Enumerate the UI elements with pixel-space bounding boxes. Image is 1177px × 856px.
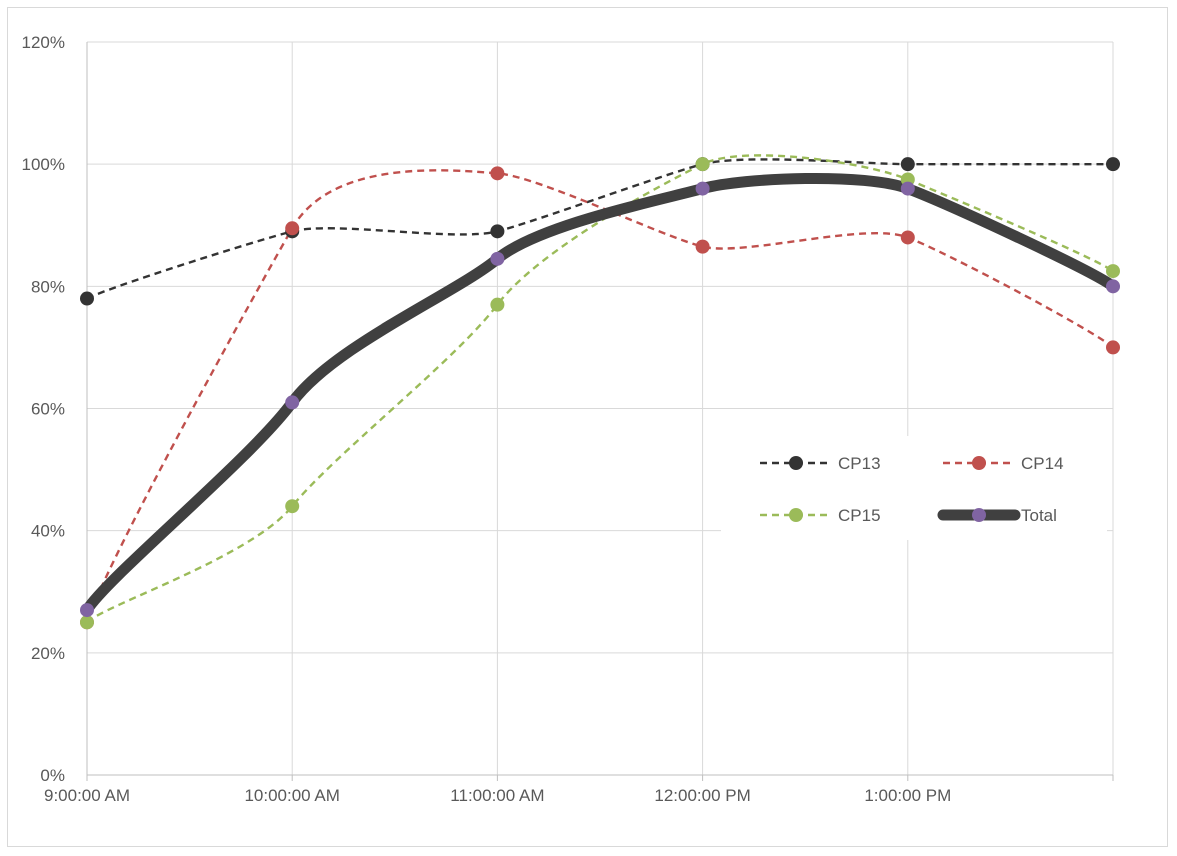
y-tick-label: 80% — [31, 277, 65, 296]
data-point-total — [490, 251, 505, 266]
series-line-cp13 — [86, 158, 1113, 300]
series-line-cp14 — [85, 169, 1114, 623]
series-line-total — [81, 172, 1119, 616]
legend-marker-cp13 — [789, 456, 803, 470]
data-point-cp13 — [80, 291, 94, 306]
y-tick-label: 0% — [40, 766, 65, 785]
grid — [87, 41, 1114, 775]
y-tick-label: 120% — [22, 33, 65, 52]
legend-marker-cp14 — [972, 456, 986, 470]
data-point-cp15 — [695, 157, 710, 172]
legend-label-cp14: CP14 — [1021, 454, 1064, 473]
data-point-cp15 — [1106, 264, 1120, 279]
data-point-cp14 — [285, 221, 300, 236]
chart-frame: 0% 20% 40% 60% 80% 100% 120% 9:00:00 AM 10:00:00… — [7, 7, 1168, 847]
data-point-total — [1106, 279, 1120, 294]
data-point-cp14 — [900, 230, 915, 245]
data-point-cp14 — [1106, 340, 1120, 355]
x-tick-label: 10:00:00 AM — [244, 786, 339, 805]
x-tick-label: 1:00:00 PM — [864, 786, 951, 805]
legend-label-total: Total — [1021, 506, 1057, 525]
series-markers — [80, 157, 1120, 630]
data-point-cp15 — [490, 297, 505, 312]
data-point-total — [285, 395, 300, 410]
data-point-cp13 — [490, 224, 505, 239]
data-point-cp14 — [490, 166, 505, 181]
data-point-total — [695, 181, 710, 196]
y-tick-label: 100% — [22, 155, 65, 174]
axes: 0% 20% 40% 60% 80% 100% 120% 9:00:00 AM 10:00:00… — [22, 33, 1114, 805]
series-line-cp15 — [86, 154, 1114, 624]
x-tick-label: 11:00:00 AM — [450, 786, 544, 805]
x-tick-label: 9:00:00 AM — [44, 786, 130, 805]
y-tick-label: 60% — [31, 400, 65, 419]
legend-marker-cp15 — [789, 508, 803, 522]
legend: CP13 CP14 CP15 Total — [721, 436, 1107, 540]
y-tick-label: 20% — [31, 644, 65, 663]
data-point-total — [900, 181, 915, 196]
data-point-cp15 — [80, 615, 94, 630]
series-lines — [81, 154, 1119, 624]
legend-label-cp15: CP15 — [838, 506, 881, 525]
data-point-cp14 — [695, 239, 710, 254]
data-point-total — [80, 603, 94, 618]
legend-marker-total — [972, 508, 986, 522]
data-point-cp13 — [1106, 157, 1120, 172]
x-tick-label: 12:00:00 PM — [654, 786, 750, 805]
line-chart: 0% 20% 40% 60% 80% 100% 120% 9:00:00 AM 10:00:00… — [22, 33, 1120, 805]
legend-label-cp13: CP13 — [838, 454, 881, 473]
y-tick-label: 40% — [31, 522, 65, 541]
data-point-cp13 — [900, 157, 915, 172]
data-point-cp15 — [285, 499, 300, 514]
legend-background — [721, 436, 1107, 540]
